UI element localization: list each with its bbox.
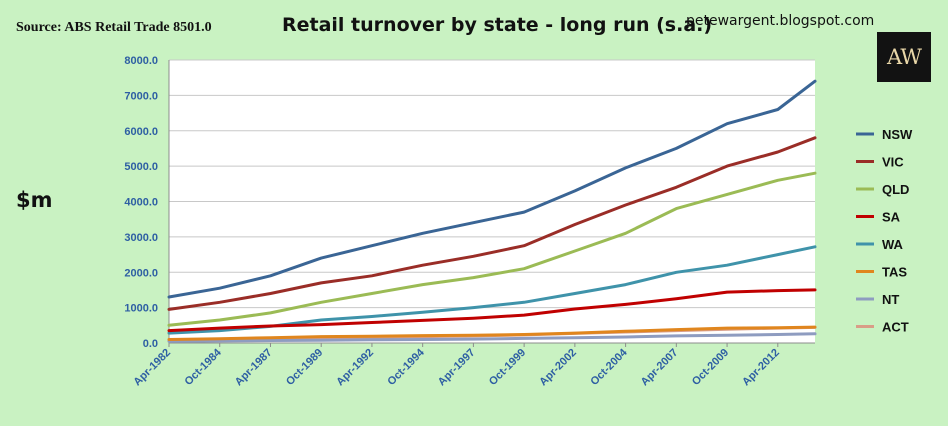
y-tick-label: 8000.0: [124, 55, 158, 67]
x-tick-label: Apr-1997: [436, 347, 478, 389]
legend-label-act: ACT: [882, 320, 909, 335]
series-line-nsw: [167, 79, 817, 299]
chart-title: Retail turnover by state - long run (s.a…: [282, 14, 713, 36]
x-tick-label: Apr-1982: [131, 347, 173, 389]
legend-label-nsw: NSW: [882, 127, 913, 142]
x-tick-label: Apr-2012: [740, 347, 782, 389]
source-note: Source: ABS Retail Trade 8501.0: [16, 20, 212, 35]
y-tick-label: 2000.0: [124, 267, 158, 279]
series-line-nt: [167, 332, 817, 343]
legend-label-qld: QLD: [882, 182, 909, 197]
x-tick-label: Apr-2007: [639, 347, 681, 389]
x-tick-label: Oct-1989: [284, 347, 325, 388]
y-tick-label: 0.0: [143, 338, 158, 350]
x-tick-label: Oct-1999: [487, 347, 528, 388]
y-tick-label: 5000.0: [124, 161, 158, 173]
y-tick-label: 7000.0: [124, 90, 158, 102]
x-tick-label: Oct-1984: [182, 346, 224, 388]
legend-label-nt: NT: [882, 292, 899, 307]
x-tick-label: Apr-2002: [537, 347, 579, 389]
x-tick-label: Oct-2009: [690, 347, 731, 388]
aw-logo: AW: [877, 32, 931, 82]
x-tick-label: Apr-1987: [233, 347, 275, 389]
series-line-sa: [167, 288, 817, 333]
legend-label-vic: VIC: [882, 155, 904, 170]
x-tick-label: Oct-1994: [385, 346, 427, 388]
series-line-qld: [167, 171, 817, 327]
legend-label-tas: TAS: [882, 265, 907, 280]
blog-url: petewargent.blogspot.com: [686, 13, 875, 29]
series-line-tas: [167, 325, 817, 341]
legend-label-sa: SA: [882, 210, 901, 225]
y-tick-label: 6000.0: [124, 126, 158, 138]
logo-text: AW: [887, 45, 922, 69]
y-tick-label: 4000.0: [124, 197, 158, 209]
y-tick-label: 3000.0: [124, 232, 158, 244]
y-tick-label: 1000.0: [124, 303, 158, 315]
legend-label-wa: WA: [882, 237, 904, 252]
x-tick-label: Apr-1992: [334, 347, 376, 389]
y-axis-unit: $m: [16, 188, 53, 212]
x-tick-label: Oct-2004: [588, 346, 630, 388]
series-line-vic: [167, 136, 817, 311]
